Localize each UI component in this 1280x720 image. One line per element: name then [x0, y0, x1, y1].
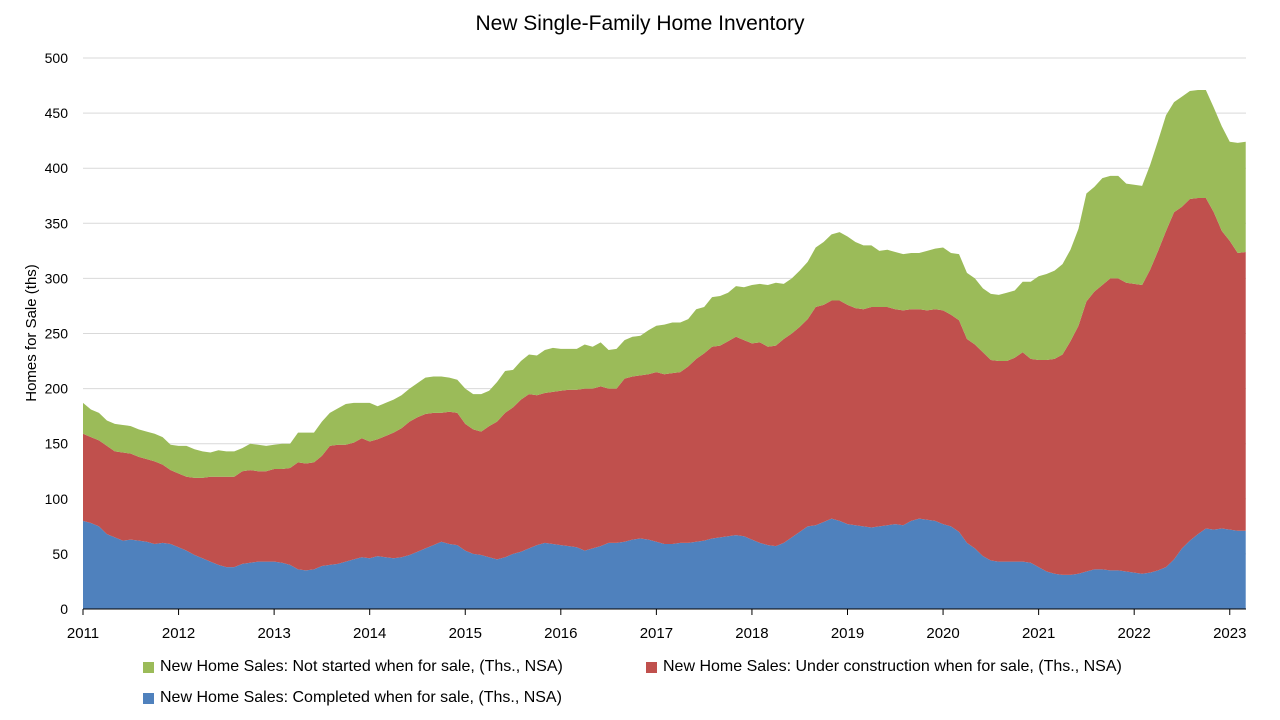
legend-swatch-under-construction	[646, 661, 657, 673]
y-tick-label: 100	[45, 491, 69, 507]
y-tick-label: 250	[45, 326, 69, 342]
y-tick-label: 50	[52, 546, 68, 562]
legend-label-not-started: New Home Sales: Not started when for sal…	[160, 658, 563, 675]
y-tick-label: 200	[45, 381, 69, 397]
legend-label-completed: New Home Sales: Completed when for sale,…	[160, 689, 562, 706]
legend-item-not-started: New Home Sales: Not started when for sal…	[143, 658, 563, 676]
legend-swatch-completed	[143, 692, 154, 704]
chart-title: New Single-Family Home Inventory	[475, 12, 805, 35]
x-tick-label: 2023	[1213, 625, 1246, 642]
x-tick-label: 2022	[1118, 625, 1151, 642]
legend-swatch-not-started	[143, 661, 154, 673]
y-tick-label: 0	[60, 601, 68, 617]
x-tick-label: 2021	[1022, 625, 1055, 642]
y-tick-label: 450	[45, 105, 69, 121]
x-tick-label: 2011	[67, 625, 99, 642]
y-axis-label: Homes for Sale (ths)	[23, 264, 40, 402]
x-tick-label: 2018	[735, 625, 768, 642]
axes: 0 50 100 150 200 250 300 350 400 450 500 2011 2012 20…	[45, 50, 1247, 642]
x-tick-label: 2016	[544, 625, 577, 642]
legend-item-completed: New Home Sales: Completed when for sale,…	[143, 689, 562, 707]
y-tick-label: 500	[45, 50, 69, 66]
legend-item-under-construction: New Home Sales: Under construction when …	[646, 658, 1122, 676]
x-tick-label: 2014	[353, 625, 386, 642]
x-tick-label: 2019	[831, 625, 864, 642]
area-under-construction	[83, 197, 1246, 575]
legend-label-under-construction: New Home Sales: Under construction when …	[663, 658, 1122, 675]
y-tick-label: 350	[45, 215, 69, 231]
y-tick-label: 400	[45, 160, 69, 176]
y-tick-label: 150	[45, 436, 69, 452]
x-tick-label: 2015	[449, 625, 482, 642]
x-tick-label: 2012	[162, 625, 195, 642]
area-completed	[83, 518, 1246, 609]
stacked-areas	[83, 89, 1246, 609]
y-tick-label: 300	[45, 270, 69, 286]
x-tick-label: 2017	[640, 625, 673, 642]
x-tick-label: 2013	[257, 625, 290, 642]
x-tick-label: 2020	[926, 625, 959, 642]
